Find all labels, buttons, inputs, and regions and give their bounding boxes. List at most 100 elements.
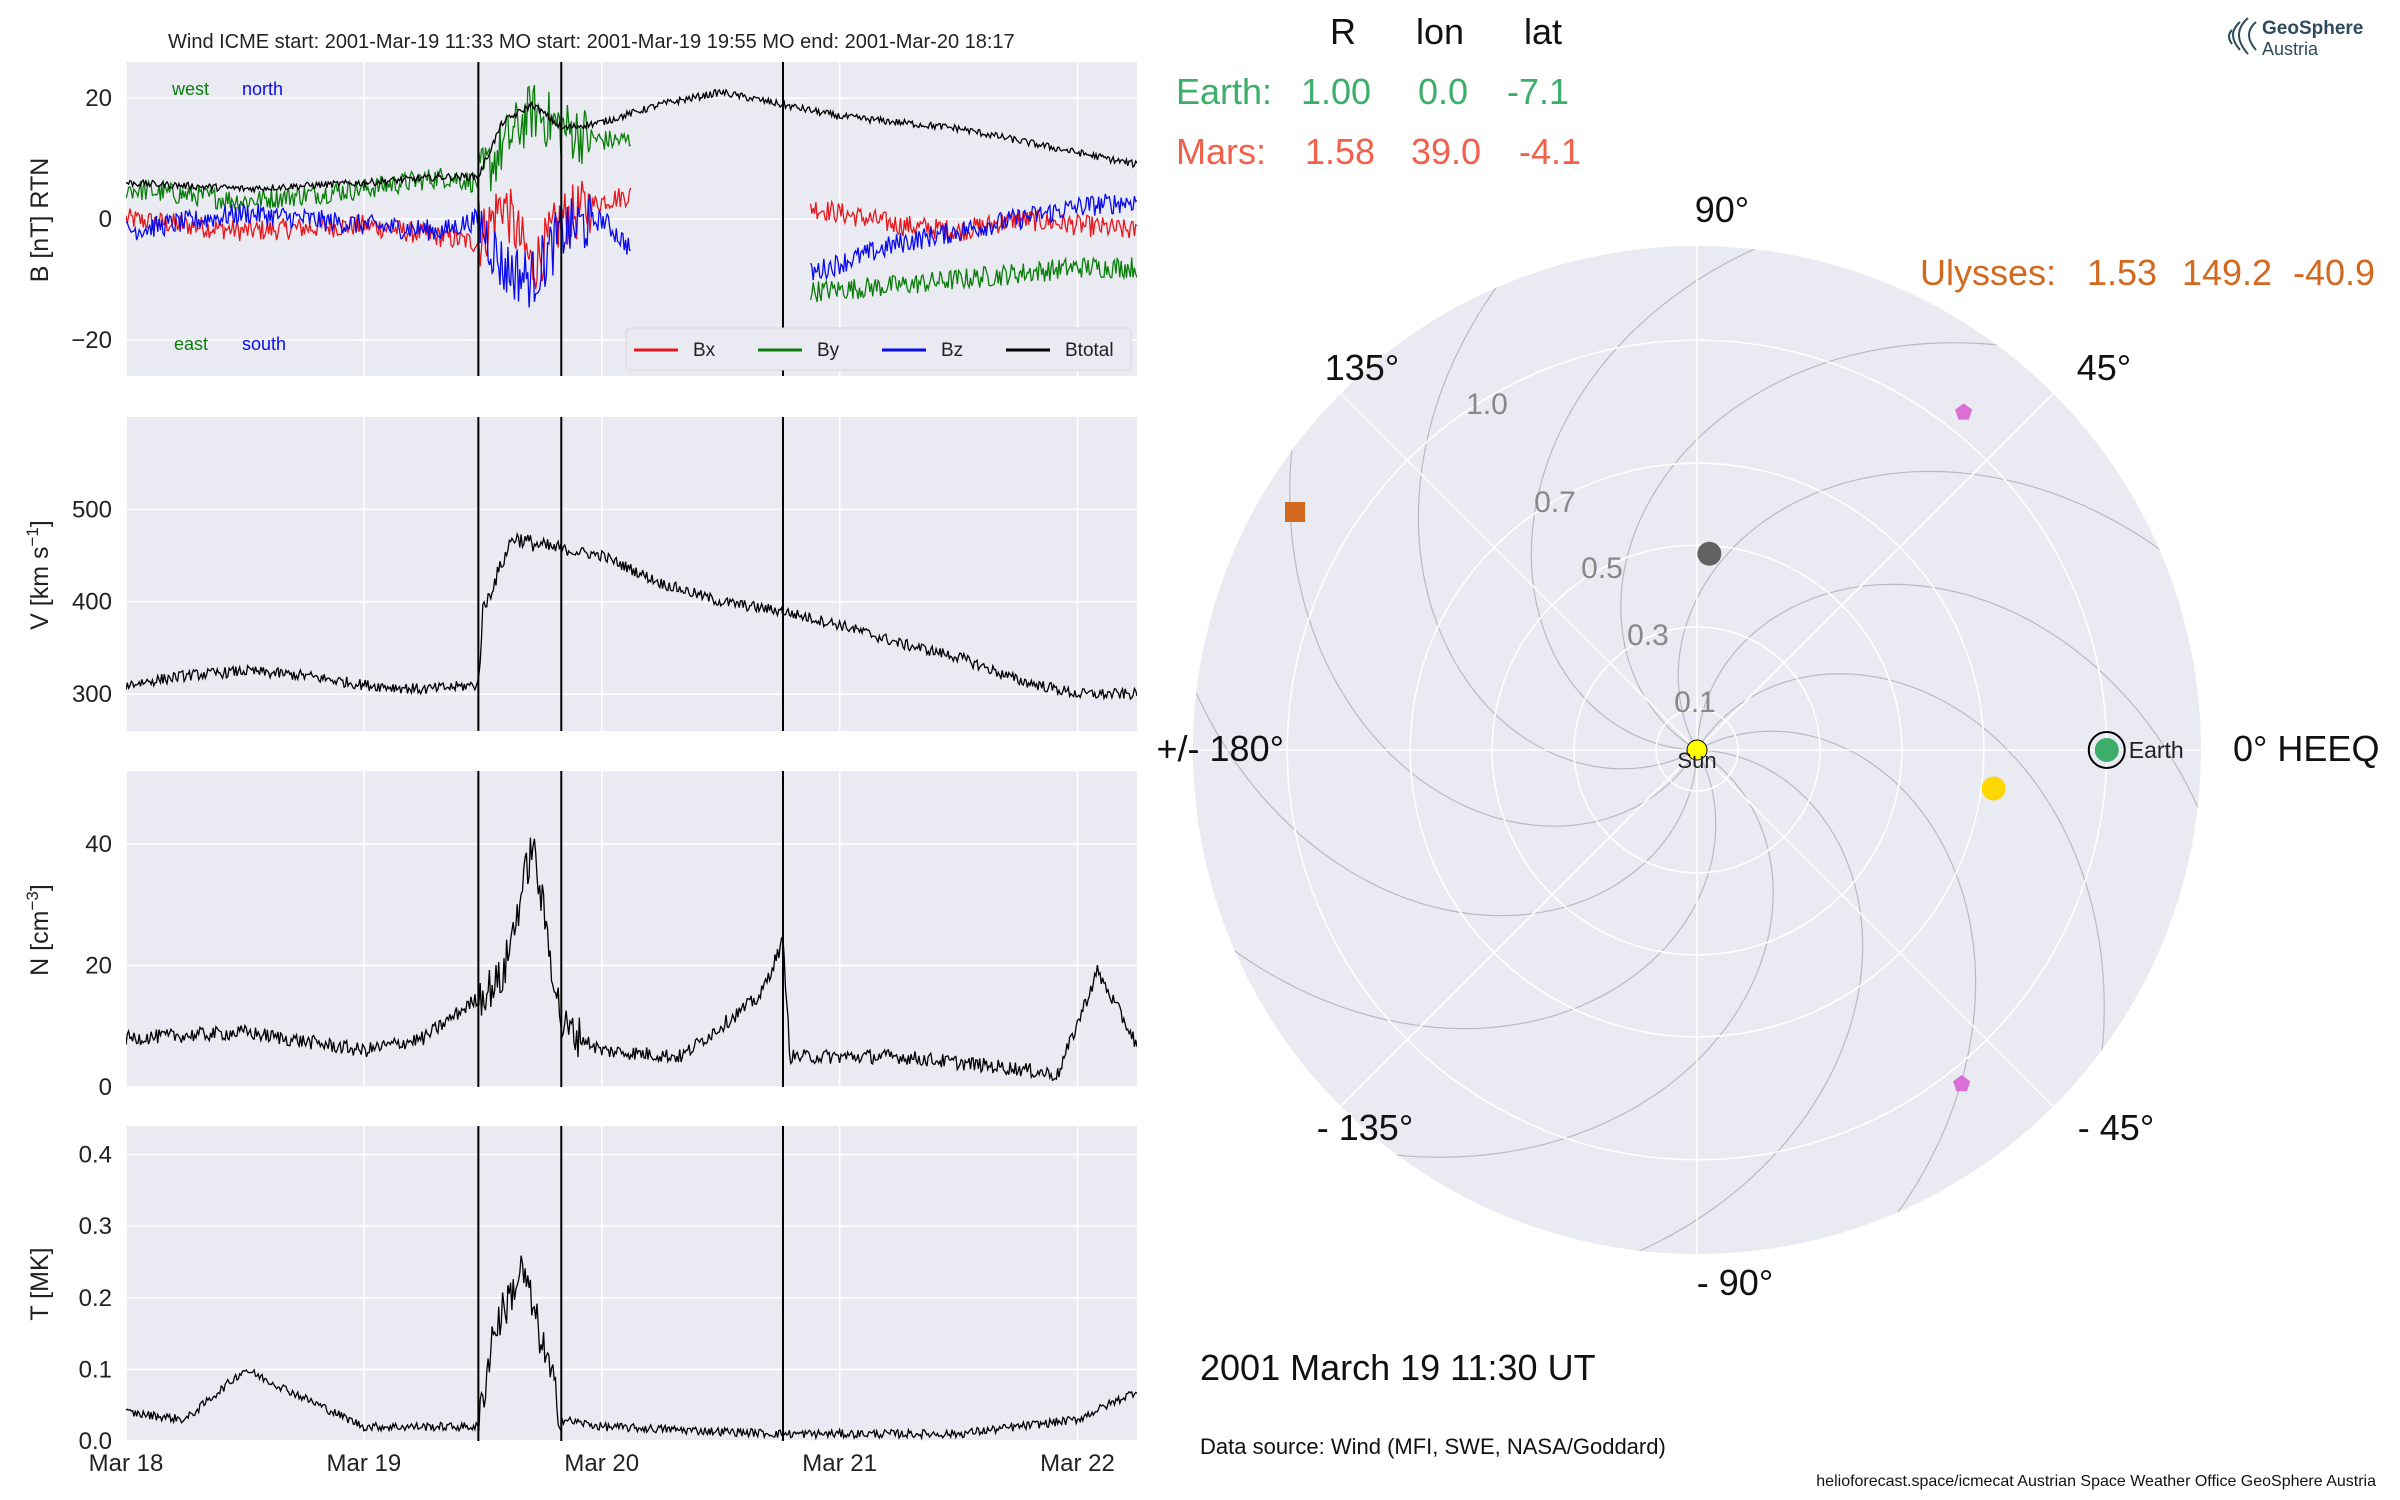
- mars-row-lat: -4.1: [1519, 131, 1581, 172]
- angle-tick-label: 0° HEEQ: [2233, 728, 2379, 769]
- angle-tick-label: - 45°: [2078, 1107, 2154, 1148]
- series-line-bx: [126, 180, 1137, 290]
- logo-swirl-icon: [2228, 17, 2257, 55]
- earth-row-name: Earth:: [1176, 71, 1272, 112]
- y-tick-label: 20: [85, 85, 112, 112]
- radial-tick-label: 1.0: [1466, 388, 1508, 421]
- ulysses-row-r: 1.53: [2087, 252, 2157, 293]
- y-tick-label: 0: [99, 206, 112, 233]
- y-tick-label: 0.4: [79, 1142, 112, 1169]
- spacecraft-gray-marker: [1697, 541, 1722, 566]
- plot-date: 2001 March 19 11:30 UT: [1200, 1347, 1596, 1388]
- label-east: east: [174, 334, 208, 354]
- legend-label-by: By: [817, 340, 840, 361]
- ulysses-marker: [1285, 502, 1305, 522]
- ylabel-t: T [MK]: [26, 1247, 54, 1320]
- legend-box: [625, 327, 1132, 371]
- series-line-by: [126, 84, 1137, 302]
- y-tick-label: 0.1: [79, 1356, 112, 1383]
- y-tick-label: 500: [72, 496, 112, 523]
- earth-row-r: 1.00: [1301, 71, 1371, 112]
- legend-b-field: Bx By Bz Btotal: [625, 327, 1132, 371]
- ulysses-row-lon: 149.2: [2182, 252, 2272, 293]
- ulysses-row-lat: -40.9: [2293, 252, 2375, 293]
- y-tick-label: 400: [72, 589, 112, 616]
- radial-tick-label: 0.3: [1627, 619, 1669, 652]
- polar-position-plot: 1.0 0.70.5 0.3 0.1 90° 45° 0° HEEQ - 45° - 90° - …: [1157, 189, 2380, 1303]
- y-tick-label: 0: [99, 1074, 112, 1101]
- angle-tick-label: +/- 180°: [1157, 728, 1284, 769]
- label-south: south: [242, 334, 286, 354]
- spiral-line: [1193, 757, 1717, 1030]
- angle-tick-label: - 90°: [1697, 1262, 1773, 1303]
- radial-tick-label: 0.7: [1534, 486, 1576, 519]
- series-line-bz: [126, 193, 1137, 308]
- earth-orbit-ring: [2087, 731, 2126, 769]
- plot-background: [126, 1126, 1137, 1441]
- sun-marker: [1686, 739, 1708, 761]
- legend-label-bz: Bz: [941, 340, 963, 361]
- y-tick-label: 0.3: [79, 1213, 112, 1240]
- angle-tick-label: - 135°: [1317, 1107, 1413, 1148]
- x-tick-label: Mar 21: [802, 1450, 877, 1477]
- radial-tick-label: 0.1: [1674, 686, 1716, 719]
- y-tick-label: 300: [72, 681, 112, 708]
- angle-tick-label: 135°: [1325, 347, 1399, 388]
- panel-temperature: Mar 18 Mar 19 Mar 20 Mar 21 Mar 22 0.0 0.1 0.2 0…: [79, 1126, 1137, 1477]
- pos-header-lon: lon: [1416, 11, 1464, 52]
- y-tick-label: 0.2: [79, 1285, 112, 1312]
- series-line-n: [126, 837, 1137, 1082]
- ylabel-b: B [nT] RTN: [26, 158, 54, 283]
- pos-header-r: R: [1330, 11, 1356, 52]
- radial-tick-label: 0.5: [1581, 552, 1623, 585]
- ylabel-v: V [km s−1]: [23, 520, 54, 630]
- logo-text-line2: Austria: [2262, 39, 2319, 59]
- series-line-t: [126, 1255, 1137, 1441]
- angular-gridline: [1340, 393, 1698, 751]
- series-line-btotal: [126, 88, 1137, 195]
- spiral-line: [1701, 673, 2105, 1163]
- y-tick-label: 40: [85, 831, 112, 858]
- y-tick-label: 0.0: [79, 1428, 112, 1455]
- sun-label: Sun: [1677, 748, 1716, 773]
- logo-text-line1: GeoSphere: [2262, 18, 2363, 39]
- geosphere-logo: GeoSphere Austria: [2228, 17, 2363, 59]
- label-west: west: [171, 79, 209, 99]
- footer-credits: helioforecast.space/icmecat Austrian Spa…: [1816, 1473, 2376, 1490]
- panel-density: 0 20 40: [85, 771, 1137, 1101]
- series-line-v: [126, 531, 1137, 701]
- spiral-line: [1704, 730, 1977, 1254]
- spacecraft-yellow-marker: [1981, 776, 2006, 801]
- earth-row-lat: -7.1: [1507, 71, 1569, 112]
- position-table: R lon lat Earth: 1.00 0.0 -7.1 Mars: 1.5…: [1176, 11, 2375, 293]
- legend-label-bx: Bx: [693, 340, 716, 361]
- spiral-line: [1417, 246, 1690, 770]
- timeseries-title: Wind ICME start: 2001-Mar-19 11:33 MO st…: [168, 31, 1015, 53]
- x-tick-label: Mar 20: [564, 1450, 639, 1477]
- spiral-line: [1677, 470, 2201, 743]
- spiral-line: [1284, 754, 1774, 1158]
- x-tick-label: Mar 19: [327, 1450, 402, 1477]
- angle-tick-label: 45°: [2077, 347, 2131, 388]
- pos-header-lat: lat: [1524, 11, 1562, 52]
- panel-magnetic-field: −20 0 20: [71, 62, 1137, 376]
- x-tick-label: Mar 18: [89, 1450, 164, 1477]
- angular-gridline: [1696, 749, 2054, 1107]
- legend-label-btotal: Btotal: [1065, 340, 1114, 361]
- angular-gridline: [1340, 749, 1698, 1107]
- mars-row-lon: 39.0: [1411, 131, 1481, 172]
- panel-speed: 300 400 500: [72, 417, 1137, 731]
- label-north: north: [242, 79, 283, 99]
- earth-marker: [2094, 738, 2119, 762]
- earth-label: Earth: [2129, 737, 2184, 763]
- data-source: Data source: Wind (MFI, SWE, NASA/Goddar…: [1200, 1434, 1666, 1459]
- ulysses-row-name: Ulysses:: [1920, 252, 2056, 293]
- spacecraft-violet-marker: [1955, 403, 1973, 420]
- mars-row-name: Mars:: [1176, 131, 1266, 172]
- y-tick-label: 20: [85, 952, 112, 979]
- earth-row-lon: 0.0: [1418, 71, 1468, 112]
- y-tick-label: −20: [71, 327, 112, 354]
- angular-gridline: [1696, 393, 2054, 751]
- angle-tick-label: 90°: [1695, 189, 1749, 230]
